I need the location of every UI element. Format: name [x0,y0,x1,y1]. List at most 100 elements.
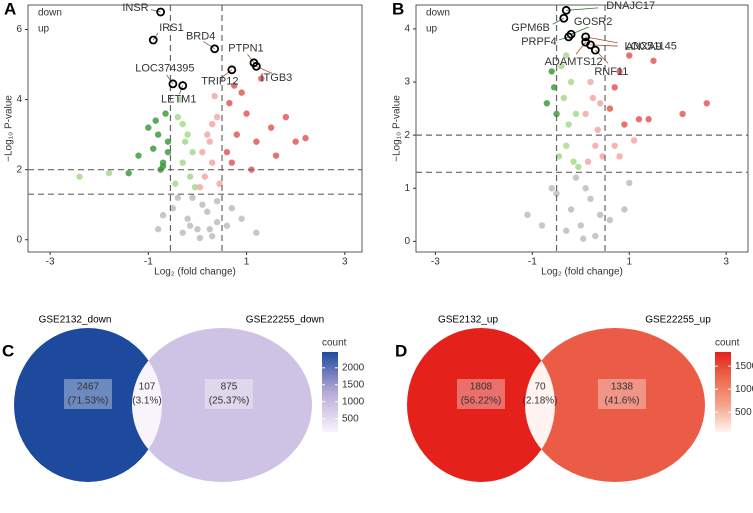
region-percent: (3.1%) [132,396,161,407]
colorbar-tick-label: 1500 [735,361,753,372]
gene-leader [203,41,215,50]
point [567,206,575,213]
point [216,180,223,187]
point [645,116,652,123]
gene-point [178,81,188,90]
gene-point [168,79,178,89]
point [179,120,186,128]
legend-label: down [38,8,62,19]
point [213,219,221,226]
point [621,206,628,213]
colorbar-tick-label: 500 [735,407,752,418]
point [184,215,191,222]
point [580,235,587,242]
panel-label: B [392,0,404,18]
y-tick-label: 4 [404,24,410,35]
point [208,159,216,166]
gene-leader [590,44,618,47]
y-axis-label: −Log₁₀ P-value [392,95,403,162]
gene-label: PTPN1 [228,43,263,55]
point [282,113,290,121]
point [567,78,575,86]
point [223,222,231,229]
point [181,138,189,145]
point [179,159,186,166]
point [159,212,167,219]
colorbar-tick-label: 1000 [342,396,365,407]
gene-point [561,5,571,15]
point [213,113,221,121]
point [548,68,555,75]
point [582,110,589,118]
x-tick-label: -1 [144,257,153,268]
gene-label: LOC374395 [135,63,194,75]
point [228,159,236,166]
point [621,121,628,128]
point [550,84,558,91]
point [231,82,238,89]
point [560,94,568,102]
point [172,180,179,187]
point [582,185,589,192]
point [626,52,633,59]
y-tick-label: 0 [16,234,22,245]
colorbar-title: count [322,338,347,349]
gene-leader [575,41,586,55]
point [226,99,233,107]
point [616,68,623,75]
y-tick-label: 2 [404,130,410,141]
x-axis-label: Log₂ (fold change) [541,267,623,278]
point [135,152,142,159]
set-label: GSE22255_down [246,315,324,326]
point [196,183,204,191]
point [253,229,260,236]
gene-point [564,32,574,42]
x-tick-label: 1 [244,257,250,268]
point [186,173,194,180]
set-label: GSE22255_up [645,315,711,326]
point [201,173,209,180]
gene-point [156,7,166,17]
point [189,194,196,201]
point [184,131,191,138]
panel-label: C [2,341,14,360]
gene-point [581,32,591,42]
point [572,110,580,118]
gene-point [148,35,158,45]
region-percent: (2.18%) [522,396,557,407]
point [563,52,570,59]
point [169,205,177,212]
point [543,100,551,107]
point [208,120,216,128]
point [606,216,614,224]
gene-label: ADAMTS12 [545,56,603,68]
colorbar-tick-label: 1000 [735,384,753,395]
point [272,152,280,159]
x-axis-label: Log₂ (fold change) [154,267,236,278]
gene-leader [585,36,618,44]
point [572,174,580,181]
point [162,110,169,117]
gene-point [590,45,600,55]
point [145,124,152,131]
gene-leader [247,54,255,64]
gene-leader [558,36,569,41]
point [524,211,531,219]
point [587,78,594,86]
point [206,138,213,145]
x-tick-label: 3 [342,257,348,268]
region-count: 107 [139,382,156,393]
point [204,131,211,138]
gene-point [581,37,591,47]
label-box [598,379,646,409]
point [211,92,218,100]
point [267,124,275,131]
gene-label: ANXA9 [626,41,662,53]
venn-region [132,328,312,482]
point [650,57,657,64]
gene-label: ITGB3 [260,72,292,84]
point [606,105,614,112]
y-tick-label: 0 [404,236,410,247]
x-tick-label: -3 [46,257,55,268]
point [199,201,206,208]
